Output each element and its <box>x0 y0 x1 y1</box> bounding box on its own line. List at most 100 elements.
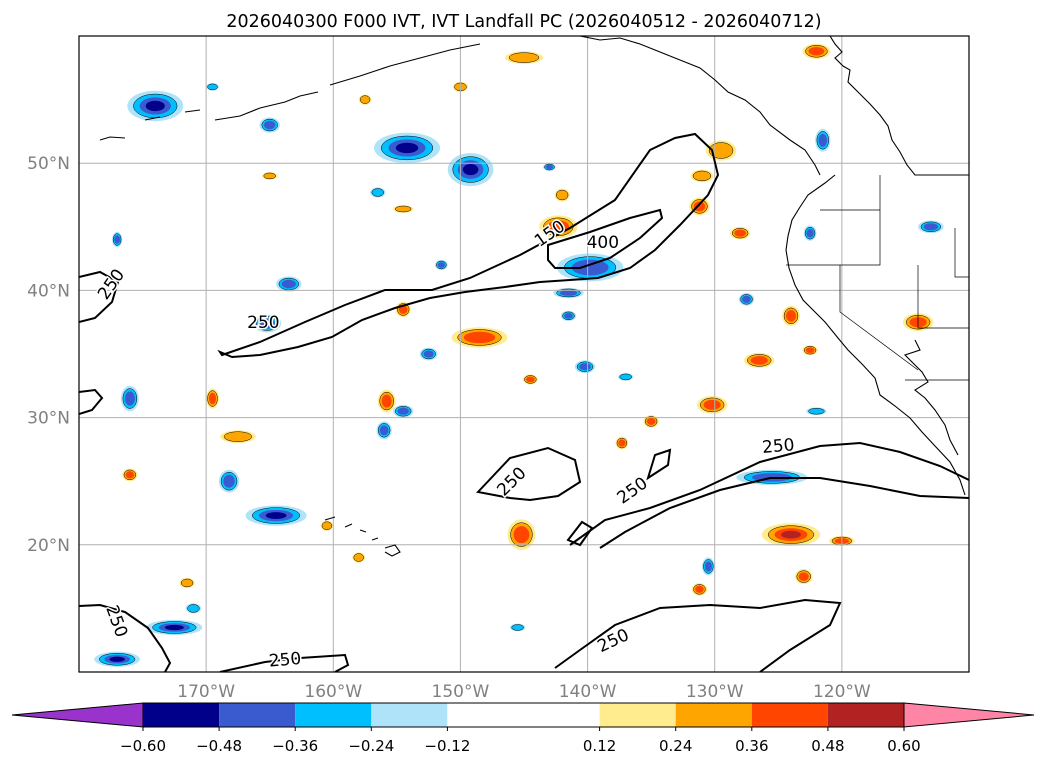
pc-feature-21 <box>259 117 280 133</box>
pc-feature-44 <box>794 568 813 585</box>
pc-feature-42 <box>615 436 629 450</box>
pc-feature-28 <box>376 421 392 440</box>
pc-feature-25 <box>377 389 396 413</box>
coastline-north-america <box>785 36 969 496</box>
colorbar-tick-label-2: −0.36 <box>272 737 318 755</box>
pc-feature-21-level-2 <box>264 120 276 130</box>
lon-tick-label-1: 160°W <box>304 682 362 702</box>
pc-feature-38-level-2 <box>805 347 815 354</box>
pc-feature-52-level-2 <box>437 262 445 268</box>
coastline-hawaii <box>324 516 401 557</box>
pc-feature-38 <box>802 345 818 356</box>
pc-feature-0-level-3 <box>145 100 165 112</box>
colorbar-bin-7 <box>675 703 752 727</box>
coastline-alaska-panhandle <box>579 36 821 176</box>
coastline-aleutians <box>99 43 481 141</box>
pc-feature-28-level-2 <box>379 425 389 436</box>
pc-feature-23-level-2 <box>124 391 135 406</box>
pc-feature-9 <box>761 523 821 547</box>
figure-title: 2026040300 F000 IVT, IVT Landfall PC (20… <box>226 12 821 32</box>
pc-feature-51 <box>543 163 556 171</box>
pc-feature-46-level-2 <box>695 585 704 593</box>
pc-feature-14-level-3 <box>164 624 184 631</box>
pc-feature-31-level-1 <box>619 373 632 381</box>
colorbar-tick-label-1: −0.48 <box>196 737 242 755</box>
map-frame <box>78 35 970 673</box>
pc-feature-66 <box>358 94 372 105</box>
map-background <box>79 36 969 672</box>
pc-feature-27-level-2 <box>398 305 408 314</box>
lon-tick-label-2: 150°W <box>432 682 490 702</box>
colorbar-bin-5 <box>447 703 600 727</box>
pc-feature-29-level-2 <box>646 417 656 425</box>
pc-feature-40 <box>815 128 831 152</box>
longitude-tick-labels: 170°W 160°W 150°W 140°W 130°W 120°W <box>177 682 871 702</box>
pc-feature-3-level-2 <box>547 220 570 234</box>
ivt-contour-250-south-bottom <box>219 653 350 672</box>
pc-feature-18-level-2 <box>808 46 825 56</box>
pc-feature-61-level-1 <box>353 553 364 562</box>
colorbar-tick-label-9: 0.60 <box>887 737 920 755</box>
ivt-contours <box>79 132 969 672</box>
pc-feature-49 <box>560 310 577 321</box>
pc-feature-5-level-2 <box>463 331 496 344</box>
lon-tick-label-3: 140°W <box>559 682 617 702</box>
ivt-contour-250-ar-plume <box>217 132 720 359</box>
ivt-contour-250-southwest <box>79 388 104 415</box>
pc-feature-12 <box>245 505 307 526</box>
pc-feature-50-level-1 <box>555 189 569 201</box>
colorbar-bin-6 <box>599 703 676 727</box>
pc-feature-42-level-2 <box>618 439 626 447</box>
pc-feature-58 <box>185 603 202 614</box>
state-borders <box>786 175 969 381</box>
pc-feature-45-level-2 <box>704 561 712 572</box>
pc-feature-4-level-2 <box>571 259 609 276</box>
lat-tick-label-2: 30°N <box>27 409 70 429</box>
pc-feature-10 <box>507 519 536 550</box>
pc-feature-41-level-2 <box>923 223 938 231</box>
pc-feature-36-level-2 <box>750 356 768 365</box>
pc-feature-17-level-1 <box>508 52 540 63</box>
ivt-contour-250-west-edge <box>79 270 120 323</box>
pc-feature-17 <box>504 51 544 64</box>
pc-feature-51-level-2 <box>545 164 553 170</box>
pc-feature-41 <box>918 220 944 234</box>
pc-feature-1-level-3 <box>395 142 419 154</box>
pc-feature-0 <box>127 90 184 122</box>
pc-feature-12-level-3 <box>265 512 287 520</box>
pc-feature-29 <box>643 415 659 428</box>
pc-feature-55-level-2 <box>114 235 120 244</box>
pc-feature-49-level-2 <box>564 312 573 319</box>
pc-feature-33 <box>729 226 751 240</box>
pc-feature-35 <box>782 305 800 327</box>
pc-feature-56 <box>522 374 538 385</box>
pc-feature-25-level-2 <box>381 394 392 408</box>
pc-feature-59 <box>510 623 526 632</box>
pc-feature-2 <box>447 153 494 187</box>
pc-feature-24-level-2 <box>125 471 135 479</box>
lon-tick-label-4: 130°W <box>686 682 744 702</box>
pc-feature-31 <box>618 373 634 381</box>
pc-feature-64 <box>206 83 219 91</box>
pc-feature-15 <box>94 651 141 667</box>
pc-feature-46 <box>691 582 708 596</box>
pc-feature-57-level-1 <box>180 578 194 588</box>
contour-label-1: 250 <box>247 313 279 333</box>
pc-feature-13 <box>218 469 240 493</box>
pc-shading-layer <box>94 43 944 667</box>
colorbar-extend-low <box>11 702 144 728</box>
pc-feature-7 <box>253 314 282 333</box>
pc-feature-43-level-2 <box>742 295 751 303</box>
pc-feature-58-level-1 <box>187 604 200 613</box>
pc-feature-48-level-2 <box>559 290 578 296</box>
colorbar-tick-label-6: 0.24 <box>659 737 692 755</box>
pc-feature-66-level-1 <box>359 95 371 104</box>
pc-feature-1 <box>373 132 441 164</box>
pc-feature-52 <box>435 259 448 271</box>
ivt-contour-250-subtropical-loop <box>476 446 582 502</box>
colorbar-bin-9 <box>827 703 904 727</box>
coastlines <box>99 36 969 557</box>
ivt-contour-250-subtropical-loop-2 <box>646 448 672 481</box>
pc-feature-53 <box>370 187 386 198</box>
pc-feature-13-level-2 <box>223 474 235 488</box>
